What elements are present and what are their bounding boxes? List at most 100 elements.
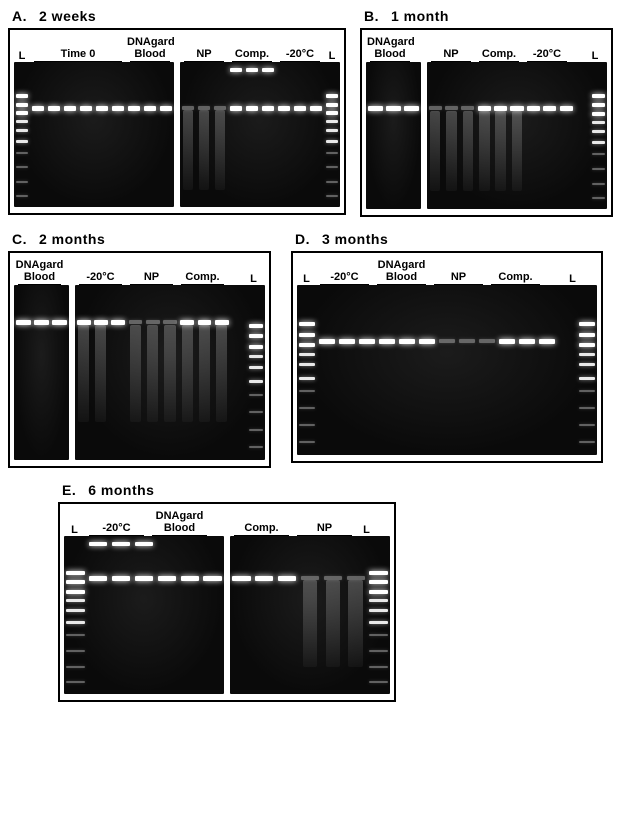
lane bbox=[443, 62, 459, 209]
lane bbox=[32, 285, 50, 460]
lane bbox=[357, 285, 377, 455]
lane bbox=[253, 536, 276, 694]
lane bbox=[158, 62, 174, 207]
lane bbox=[14, 285, 32, 460]
lane bbox=[75, 285, 92, 460]
lane bbox=[537, 285, 557, 455]
lane bbox=[517, 285, 537, 455]
lane-header: L bbox=[297, 273, 316, 285]
lane bbox=[87, 536, 110, 694]
panel-time: 6 months bbox=[88, 482, 154, 498]
lane bbox=[377, 285, 397, 455]
lane-header: L bbox=[587, 50, 603, 62]
gel-image bbox=[64, 536, 224, 694]
lane bbox=[244, 62, 260, 207]
lane-headers: L-20°CDNAgardBlood bbox=[64, 508, 224, 536]
panel-time: 2 weeks bbox=[39, 8, 96, 24]
lane bbox=[230, 285, 247, 460]
lane-header: DNAgardBlood bbox=[148, 510, 211, 536]
lane-header: L bbox=[356, 524, 377, 536]
lane-header: L bbox=[324, 50, 340, 62]
panel-B: B.1 month DNAgardBloodNPComp.-20°CL bbox=[360, 8, 613, 217]
lane bbox=[201, 536, 224, 694]
lane bbox=[509, 62, 525, 209]
lane-header: -20°C bbox=[75, 271, 126, 285]
lane-header: L bbox=[245, 273, 262, 285]
lane bbox=[127, 285, 144, 460]
frame-B: DNAgardBlood NPComp.-20°C L bbox=[360, 28, 613, 217]
lane bbox=[525, 62, 541, 209]
lane-header: L bbox=[563, 273, 582, 285]
row-3: E.6 months L-20°CDNAgardBloodComp.NPL bbox=[8, 482, 627, 702]
gel-image bbox=[75, 285, 265, 460]
lane-header: NP bbox=[430, 271, 487, 285]
panel-letter: C. bbox=[12, 231, 27, 247]
panel-letter: A. bbox=[12, 8, 27, 24]
lane bbox=[558, 62, 574, 209]
gel-images-row: DNAgardBlood -20°CNPComp. L bbox=[14, 257, 265, 460]
panel-letter: D. bbox=[295, 231, 310, 247]
lane bbox=[110, 536, 133, 694]
lane-header: -20°C bbox=[523, 48, 571, 62]
gel-image bbox=[14, 285, 69, 460]
lane-header: Comp. bbox=[475, 48, 523, 62]
lane bbox=[276, 62, 292, 207]
lane bbox=[557, 285, 577, 455]
lane bbox=[324, 62, 340, 207]
lane bbox=[542, 62, 558, 209]
lane bbox=[492, 62, 508, 209]
lane-header: DNAgardBlood bbox=[366, 36, 414, 62]
lane-header: NP bbox=[293, 522, 356, 536]
lane bbox=[476, 62, 492, 209]
lane bbox=[344, 536, 367, 694]
lane bbox=[574, 62, 590, 209]
lane bbox=[417, 285, 437, 455]
lane bbox=[133, 536, 156, 694]
lane bbox=[437, 285, 457, 455]
lane bbox=[457, 285, 477, 455]
lane bbox=[308, 62, 324, 207]
lane bbox=[397, 285, 417, 455]
frame-C: DNAgardBlood -20°CNPComp. L bbox=[8, 251, 271, 468]
lane bbox=[577, 285, 597, 455]
lane-headers: DNAgardBlood bbox=[366, 34, 421, 62]
lane-header: NP bbox=[427, 48, 475, 62]
gel-image bbox=[297, 285, 597, 455]
panel-A: A.2 weeks LTime 0DNAgardBloodNPComp.-20°… bbox=[8, 8, 346, 215]
lane-headers: NPComp.-20°CL bbox=[180, 34, 340, 62]
lane-header: Time 0 bbox=[30, 48, 126, 62]
lane-header: NP bbox=[180, 48, 228, 62]
panel-title-D: D.3 months bbox=[295, 231, 603, 247]
lane-header: Comp. bbox=[177, 271, 228, 285]
gel-group-D: L-20°CDNAgardBloodNPComp.L bbox=[297, 257, 597, 455]
panel-D: D.3 months L-20°CDNAgardBloodNPComp.L bbox=[291, 231, 603, 463]
frame-E: L-20°CDNAgardBloodComp.NPL bbox=[58, 502, 396, 702]
panel-letter: E. bbox=[62, 482, 76, 498]
lane bbox=[248, 285, 265, 460]
lane bbox=[292, 62, 308, 207]
panel-time: 1 month bbox=[391, 8, 449, 24]
lane bbox=[179, 285, 196, 460]
lane-header: NP bbox=[126, 271, 177, 285]
row-1: A.2 weeks LTime 0DNAgardBloodNPComp.-20°… bbox=[8, 8, 627, 217]
lane-header: DNAgardBlood bbox=[373, 259, 430, 285]
panel-time: 2 months bbox=[39, 231, 105, 247]
lane-headers: -20°CNPComp. L bbox=[75, 257, 265, 285]
panel-E: E.6 months L-20°CDNAgardBloodComp.NPL bbox=[58, 482, 396, 702]
lane bbox=[30, 62, 46, 207]
lane-headers: DNAgardBlood bbox=[14, 257, 69, 285]
lane bbox=[477, 285, 497, 455]
gel-images-row: LTime 0DNAgardBloodNPComp.-20°CL bbox=[14, 34, 340, 207]
lane bbox=[212, 62, 228, 207]
lane bbox=[460, 62, 476, 209]
gel-images-row: L-20°CDNAgardBloodNPComp.L bbox=[297, 257, 597, 455]
gel-image bbox=[230, 536, 390, 694]
lane-headers: NPComp.-20°C L bbox=[427, 34, 607, 62]
frame-D: L-20°CDNAgardBloodNPComp.L bbox=[291, 251, 603, 463]
lane bbox=[497, 285, 517, 455]
lane-header: L bbox=[64, 524, 85, 536]
lane bbox=[299, 536, 322, 694]
lane-header: -20°C bbox=[85, 522, 148, 536]
lane bbox=[366, 62, 384, 209]
lane-headers: Comp.NPL bbox=[230, 508, 390, 536]
